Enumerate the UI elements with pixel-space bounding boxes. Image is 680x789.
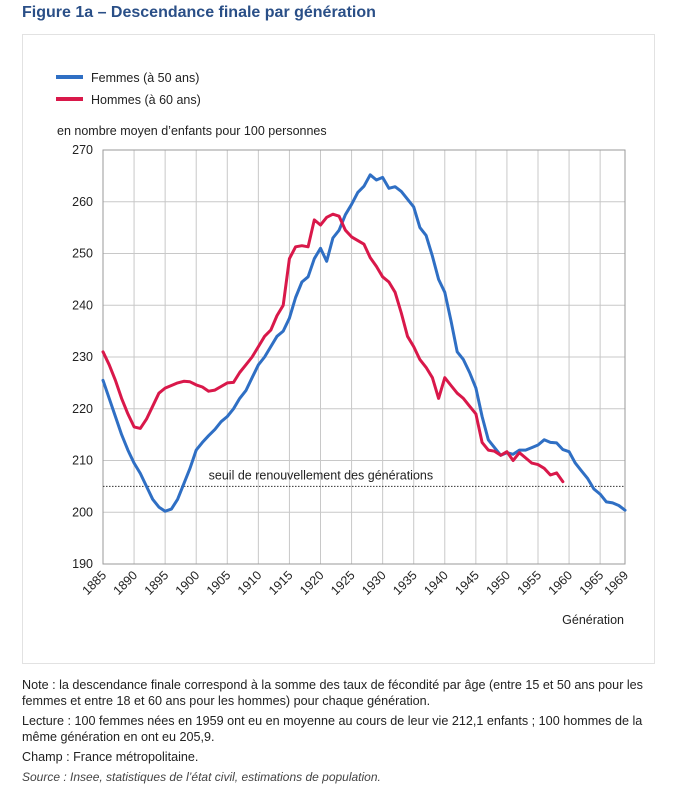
x-tick-label-1969: 1969 bbox=[602, 568, 632, 598]
y-tick-label-270: 270 bbox=[72, 143, 93, 157]
x-tick-label-1925: 1925 bbox=[328, 568, 358, 598]
x-tick-label-1945: 1945 bbox=[452, 568, 482, 598]
x-tick-label-1885: 1885 bbox=[80, 568, 110, 598]
line-chart: Femmes (à 50 ans) Hommes (à 60 ans) en n… bbox=[56, 71, 632, 627]
men-series-line bbox=[101, 212, 565, 484]
plot-frame bbox=[102, 149, 626, 565]
x-tick-label-1950: 1950 bbox=[483, 568, 513, 598]
figure-title: Figure 1a – Descendance finale par génér… bbox=[22, 4, 376, 21]
x-tick-label-1915: 1915 bbox=[266, 568, 296, 598]
lecture-text: Lecture : 100 femmes nées en 1959 ont eu… bbox=[22, 714, 643, 744]
y-axis-label: en nombre moyen d’enfants pour 100 perso… bbox=[57, 124, 327, 138]
series-group bbox=[101, 173, 627, 513]
x-tick-label-1930: 1930 bbox=[359, 568, 389, 598]
y-tick-label-240: 240 bbox=[72, 298, 93, 312]
x-tick-label-1965: 1965 bbox=[577, 568, 607, 598]
women-series-line bbox=[101, 173, 627, 513]
reference-line-group: seuil de renouvellement des générations bbox=[103, 468, 625, 487]
y-tick-label-200: 200 bbox=[72, 505, 93, 519]
y-tick-label-250: 250 bbox=[72, 247, 93, 261]
y-tick-label-260: 260 bbox=[72, 195, 93, 209]
x-tick-label-1940: 1940 bbox=[421, 568, 451, 598]
champ-text: Champ : France métropolitaine. bbox=[22, 750, 199, 764]
y-tick-label-220: 220 bbox=[72, 402, 93, 416]
replacement-threshold-label: seuil de renouvellement des générations bbox=[209, 468, 433, 482]
notes-section: Note : la descendance finale correspond … bbox=[22, 677, 662, 789]
grid bbox=[102, 149, 626, 565]
x-tick-label-1910: 1910 bbox=[235, 568, 265, 598]
note-text: Note : la descendance finale correspond … bbox=[22, 678, 643, 708]
y-tick-label-230: 230 bbox=[72, 350, 93, 364]
x-tick-label-1890: 1890 bbox=[111, 568, 141, 598]
x-tick-label-1920: 1920 bbox=[297, 568, 327, 598]
source-text: Source : Insee, statistiques de l’état c… bbox=[22, 770, 381, 784]
chart-container: Femmes (à 50 ans) Hommes (à 60 ans) en n… bbox=[22, 34, 655, 664]
x-axis-label: Génération bbox=[562, 613, 624, 627]
legend-label-women: Femmes (à 50 ans) bbox=[91, 71, 199, 85]
x-tick-label-1955: 1955 bbox=[515, 568, 545, 598]
x-tick-label-1960: 1960 bbox=[546, 568, 576, 598]
x-axis-ticks: 1885 1890 1895 1900 1905 1910 1915 1920 1925 1930… bbox=[80, 568, 632, 598]
x-tick-label-1895: 1895 bbox=[142, 568, 172, 598]
y-tick-label-190: 190 bbox=[72, 557, 93, 571]
x-tick-label-1935: 1935 bbox=[390, 568, 420, 598]
legend: Femmes (à 50 ans) Hommes (à 60 ans) bbox=[56, 71, 201, 107]
y-axis-ticks: 190 200 210 220 230 240 250 260 270 bbox=[72, 143, 93, 571]
x-tick-label-1905: 1905 bbox=[204, 568, 234, 598]
y-tick-label-210: 210 bbox=[72, 454, 93, 468]
legend-label-men: Hommes (à 60 ans) bbox=[91, 93, 201, 107]
x-tick-label-1900: 1900 bbox=[173, 568, 203, 598]
